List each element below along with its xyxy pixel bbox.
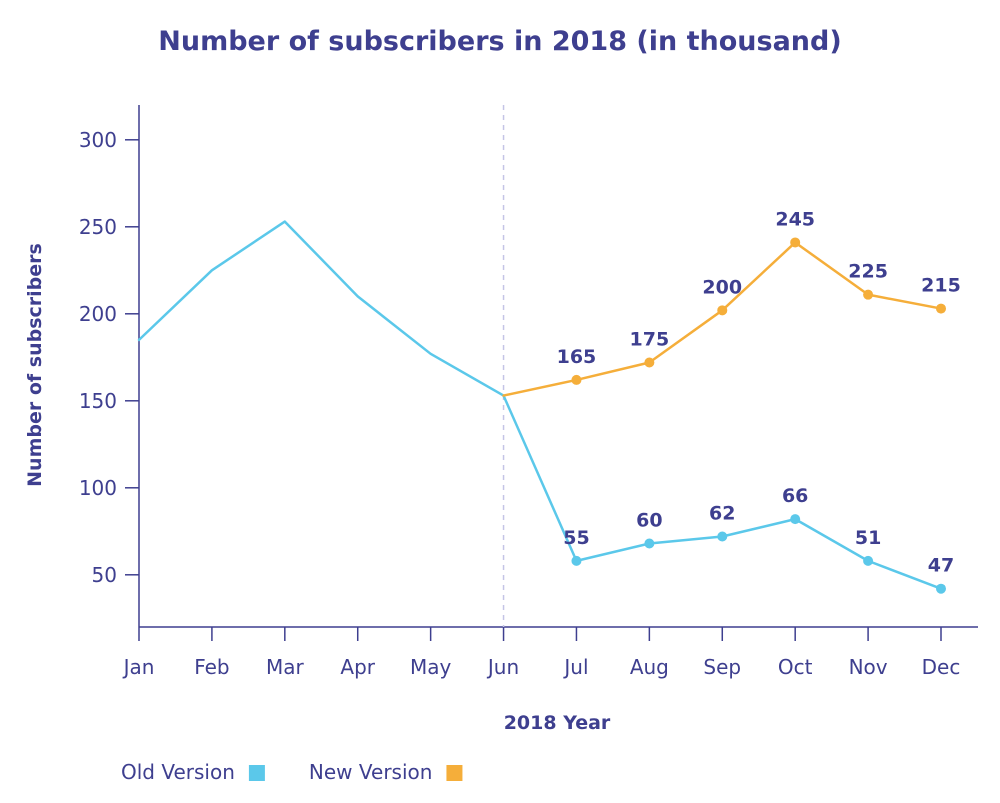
x-tick-label: Mar [266, 655, 305, 679]
data-label: 60 [636, 509, 662, 531]
data-label: 225 [848, 261, 888, 283]
data-label: 62 [709, 503, 735, 525]
data-point [790, 237, 801, 248]
y-tick-label: 300 [79, 128, 117, 152]
x-tick-label: Jul [562, 655, 588, 679]
y-tick-label: 250 [79, 215, 117, 239]
series-line-old-version [137, 220, 943, 590]
x-tick-label: Feb [194, 655, 229, 679]
x-tick-label: Jun [486, 655, 519, 679]
legend-swatch [248, 765, 265, 781]
data-point [863, 289, 874, 300]
chart-title: Number of subscribers in 2018 (in thousa… [158, 26, 841, 57]
data-point [790, 514, 801, 525]
data-label: 215 [921, 275, 961, 297]
series-new-version: 165 175 200 245 225 215 [502, 208, 961, 397]
y-tick-label: 100 [79, 476, 117, 500]
x-tick-label: May [410, 655, 452, 679]
x-tick-label: Oct [778, 655, 813, 679]
legend-item-new-version: New Version [309, 760, 463, 784]
y-tick-label: 150 [79, 389, 117, 413]
data-point [717, 531, 728, 542]
x-tick-label: Nov [849, 655, 888, 679]
data-point [936, 303, 946, 314]
data-point [644, 538, 655, 549]
x-axis-title: 2018 Year [504, 712, 611, 734]
legend: Old Version New Version [121, 760, 463, 784]
x-axis-ticks: Jan Feb Mar Apr May Jun Jul Aug Sep Oct Nov Dec [122, 627, 961, 679]
data-point [571, 555, 582, 566]
data-label: 47 [928, 555, 954, 577]
series-old-version: 55 60 62 66 51 47 [137, 220, 954, 594]
plot-area: 50 100 150 200 250 300 Jan Feb Mar Apr May Jun Jul A… [79, 105, 978, 679]
y-axis-ticks: 50 100 150 200 250 300 [79, 128, 139, 587]
data-point [936, 583, 946, 594]
legend-label: Old Version [121, 760, 235, 784]
x-tick-label: Jan [122, 655, 155, 679]
data-label: 51 [855, 527, 881, 549]
x-tick-label: Apr [340, 655, 375, 679]
data-point [717, 305, 728, 316]
data-label: 175 [630, 329, 670, 351]
data-point [863, 555, 874, 566]
series-layer: 55 60 62 66 51 47 165 175 200 245 225 215 [137, 208, 961, 594]
data-label: 200 [702, 276, 742, 298]
legend-item-old-version: Old Version [121, 760, 265, 784]
y-tick-label: 50 [92, 563, 117, 587]
data-point [571, 374, 582, 385]
y-axis-title: Number of subscribers [24, 243, 46, 487]
data-label: 165 [557, 346, 597, 368]
data-label: 245 [775, 208, 815, 230]
y-tick-label: 200 [79, 302, 117, 326]
data-point [644, 357, 655, 368]
x-tick-label: Aug [630, 655, 669, 679]
legend-swatch [446, 765, 463, 781]
x-tick-label: Sep [703, 655, 741, 679]
x-tick-label: Dec [922, 655, 961, 679]
data-label: 55 [563, 527, 589, 549]
data-label: 66 [782, 485, 808, 507]
legend-label: New Version [309, 760, 433, 784]
